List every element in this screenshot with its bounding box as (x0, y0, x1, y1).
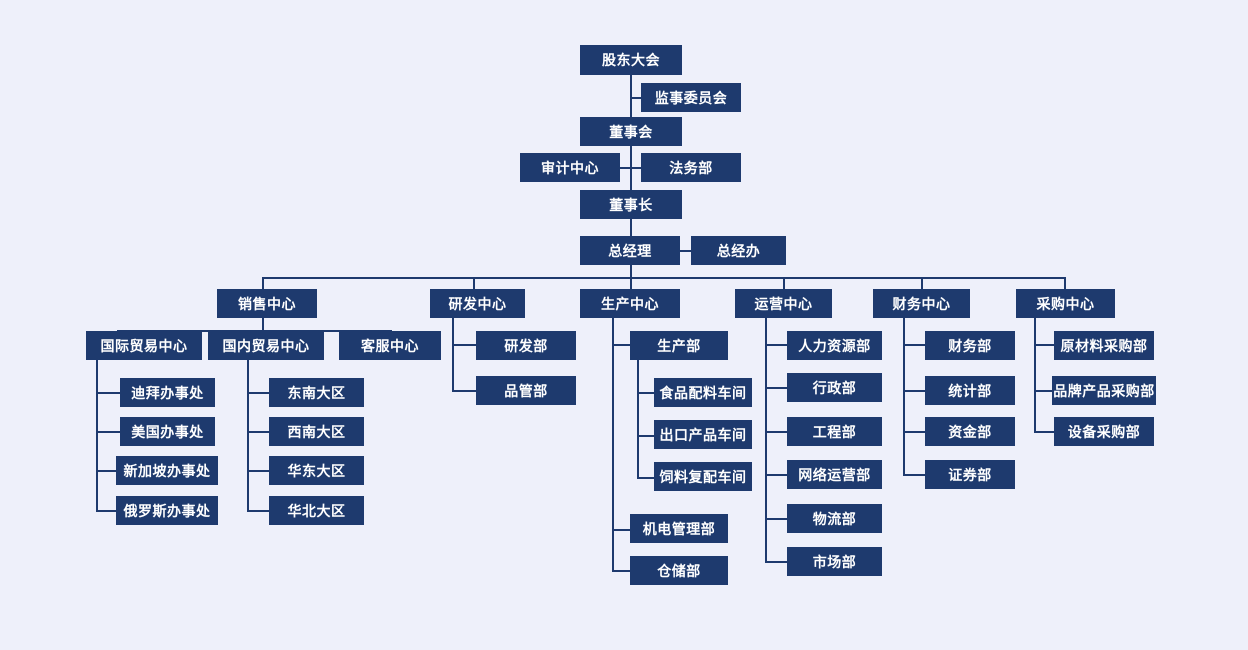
node-export-product-workshop[interactable]: 出口产品车间 (654, 420, 752, 449)
connector-gm-bus (630, 265, 632, 278)
connector-bus-drop-production (630, 277, 632, 289)
node-russia-office[interactable]: 俄罗斯办事处 (116, 496, 218, 525)
connector-proddept-child-1 (637, 392, 654, 394)
connector-intl-spine (96, 359, 98, 512)
connector-finance-child-1 (903, 344, 925, 346)
node-finance-department[interactable]: 财务部 (925, 331, 1015, 360)
connector-bus-drop-procurement (1064, 277, 1066, 289)
connector-production-child-1 (612, 344, 630, 346)
connector-sales-down (262, 317, 264, 331)
connector-gm-office-stub (680, 250, 691, 252)
connector-operations-child-4 (765, 474, 787, 476)
node-international-trade-center[interactable]: 国际贸易中心 (86, 331, 202, 360)
connector-production-spine (612, 317, 614, 571)
node-shareholders-meeting[interactable]: 股东大会 (580, 45, 682, 75)
connector-operations-child-5 (765, 518, 787, 520)
connector-procurement-spine (1034, 317, 1036, 433)
node-singapore-office[interactable]: 新加坡办事处 (116, 456, 218, 485)
connector-proddept-child-2 (637, 435, 654, 437)
connector-proddept-spine (637, 359, 639, 477)
connector-rd-child-2 (452, 390, 476, 392)
connector-intl-child-4 (96, 510, 116, 512)
connector-operations-child-6 (765, 561, 787, 563)
node-securities-department[interactable]: 证券部 (925, 460, 1015, 489)
node-warehouse-department[interactable]: 仓储部 (630, 556, 728, 585)
connector-procurement-child-2 (1034, 390, 1052, 392)
node-feed-blending-workshop[interactable]: 饲料复配车间 (654, 462, 752, 491)
node-general-manager[interactable]: 总经理 (580, 236, 680, 265)
node-raw-material-procurement[interactable]: 原材料采购部 (1054, 331, 1154, 360)
node-southeast-region[interactable]: 东南大区 (269, 378, 364, 407)
connector-finance-child-4 (903, 474, 925, 476)
node-statistics-department[interactable]: 统计部 (925, 376, 1015, 405)
connector-division-bus (262, 277, 1066, 279)
node-usa-office[interactable]: 美国办事处 (120, 417, 215, 446)
node-quality-department[interactable]: 品管部 (476, 376, 576, 405)
node-audit-center[interactable]: 审计中心 (520, 153, 620, 182)
connector-proddept-child-3 (637, 477, 654, 479)
node-marketing-department[interactable]: 市场部 (787, 547, 882, 576)
node-customer-service-center[interactable]: 客服中心 (339, 331, 441, 360)
connector-operations-child-1 (765, 344, 787, 346)
node-dubai-office[interactable]: 迪拜办事处 (120, 378, 215, 407)
connector-finance-spine (903, 317, 905, 475)
node-logistics-department[interactable]: 物流部 (787, 504, 882, 533)
node-rd-center[interactable]: 研发中心 (430, 289, 525, 318)
node-hr-department[interactable]: 人力资源部 (787, 331, 882, 360)
connector-procurement-child-1 (1034, 344, 1054, 346)
connector-production-child-2 (612, 529, 630, 531)
node-equipment-procurement[interactable]: 设备采购部 (1054, 417, 1154, 446)
connector-bus-drop-rd (473, 277, 475, 289)
connector-finance-child-3 (903, 431, 925, 433)
node-production-center[interactable]: 生产中心 (580, 289, 680, 318)
connector-audit-stub (620, 167, 631, 169)
node-brand-product-procurement[interactable]: 品牌产品采购部 (1052, 376, 1156, 405)
connector-domestic-child-2 (247, 431, 269, 433)
connector-production-child-3 (612, 570, 630, 572)
node-procurement-center[interactable]: 采购中心 (1016, 289, 1115, 318)
node-southwest-region[interactable]: 西南大区 (269, 417, 364, 446)
node-finance-center[interactable]: 财务中心 (873, 289, 970, 318)
connector-operations-spine (765, 317, 767, 562)
connector-legal-stub (630, 167, 641, 169)
connector-domestic-spine (247, 359, 249, 512)
connector-rd-child-1 (452, 344, 476, 346)
connector-intl-child-2 (96, 431, 120, 433)
connector-procurement-child-3 (1034, 431, 1054, 433)
connector-domestic-child-1 (247, 392, 269, 394)
node-rd-department[interactable]: 研发部 (476, 331, 576, 360)
connector-supervisory-stub (630, 97, 641, 99)
node-legal-department[interactable]: 法务部 (641, 153, 741, 182)
node-east-china-region[interactable]: 华东大区 (269, 456, 364, 485)
node-operations-center[interactable]: 运营中心 (735, 289, 832, 318)
connector-operations-child-2 (765, 387, 787, 389)
connector-bus-drop-sales (262, 277, 264, 289)
node-engineering-department[interactable]: 工程部 (787, 417, 882, 446)
connector-intl-child-1 (96, 392, 120, 394)
connector-operations-child-3 (765, 431, 787, 433)
connector-rd-spine (452, 317, 454, 391)
node-general-manager-office[interactable]: 总经办 (691, 236, 786, 265)
node-chairman[interactable]: 董事长 (580, 190, 682, 219)
connector-bus-drop-operations (783, 277, 785, 289)
node-north-china-region[interactable]: 华北大区 (269, 496, 364, 525)
node-admin-department[interactable]: 行政部 (787, 373, 882, 402)
node-sales-center[interactable]: 销售中心 (217, 289, 317, 318)
node-network-operations-department[interactable]: 网络运营部 (787, 460, 882, 489)
connector-domestic-child-3 (247, 470, 269, 472)
connector-finance-child-2 (903, 390, 925, 392)
connector-shareholders-board (630, 75, 632, 117)
node-funds-department[interactable]: 资金部 (925, 417, 1015, 446)
node-supervisory-committee[interactable]: 监事委员会 (641, 83, 741, 112)
connector-domestic-child-4 (247, 510, 269, 512)
connector-intl-child-3 (96, 470, 116, 472)
node-food-ingredient-workshop[interactable]: 食品配料车间 (654, 378, 752, 407)
connector-bus-drop-finance (921, 277, 923, 289)
node-board-of-directors[interactable]: 董事会 (580, 117, 682, 146)
node-domestic-trade-center[interactable]: 国内贸易中心 (208, 331, 324, 360)
node-production-department[interactable]: 生产部 (630, 331, 728, 360)
connector-chairman-gm (630, 219, 632, 237)
node-electromechanical-department[interactable]: 机电管理部 (630, 514, 728, 543)
